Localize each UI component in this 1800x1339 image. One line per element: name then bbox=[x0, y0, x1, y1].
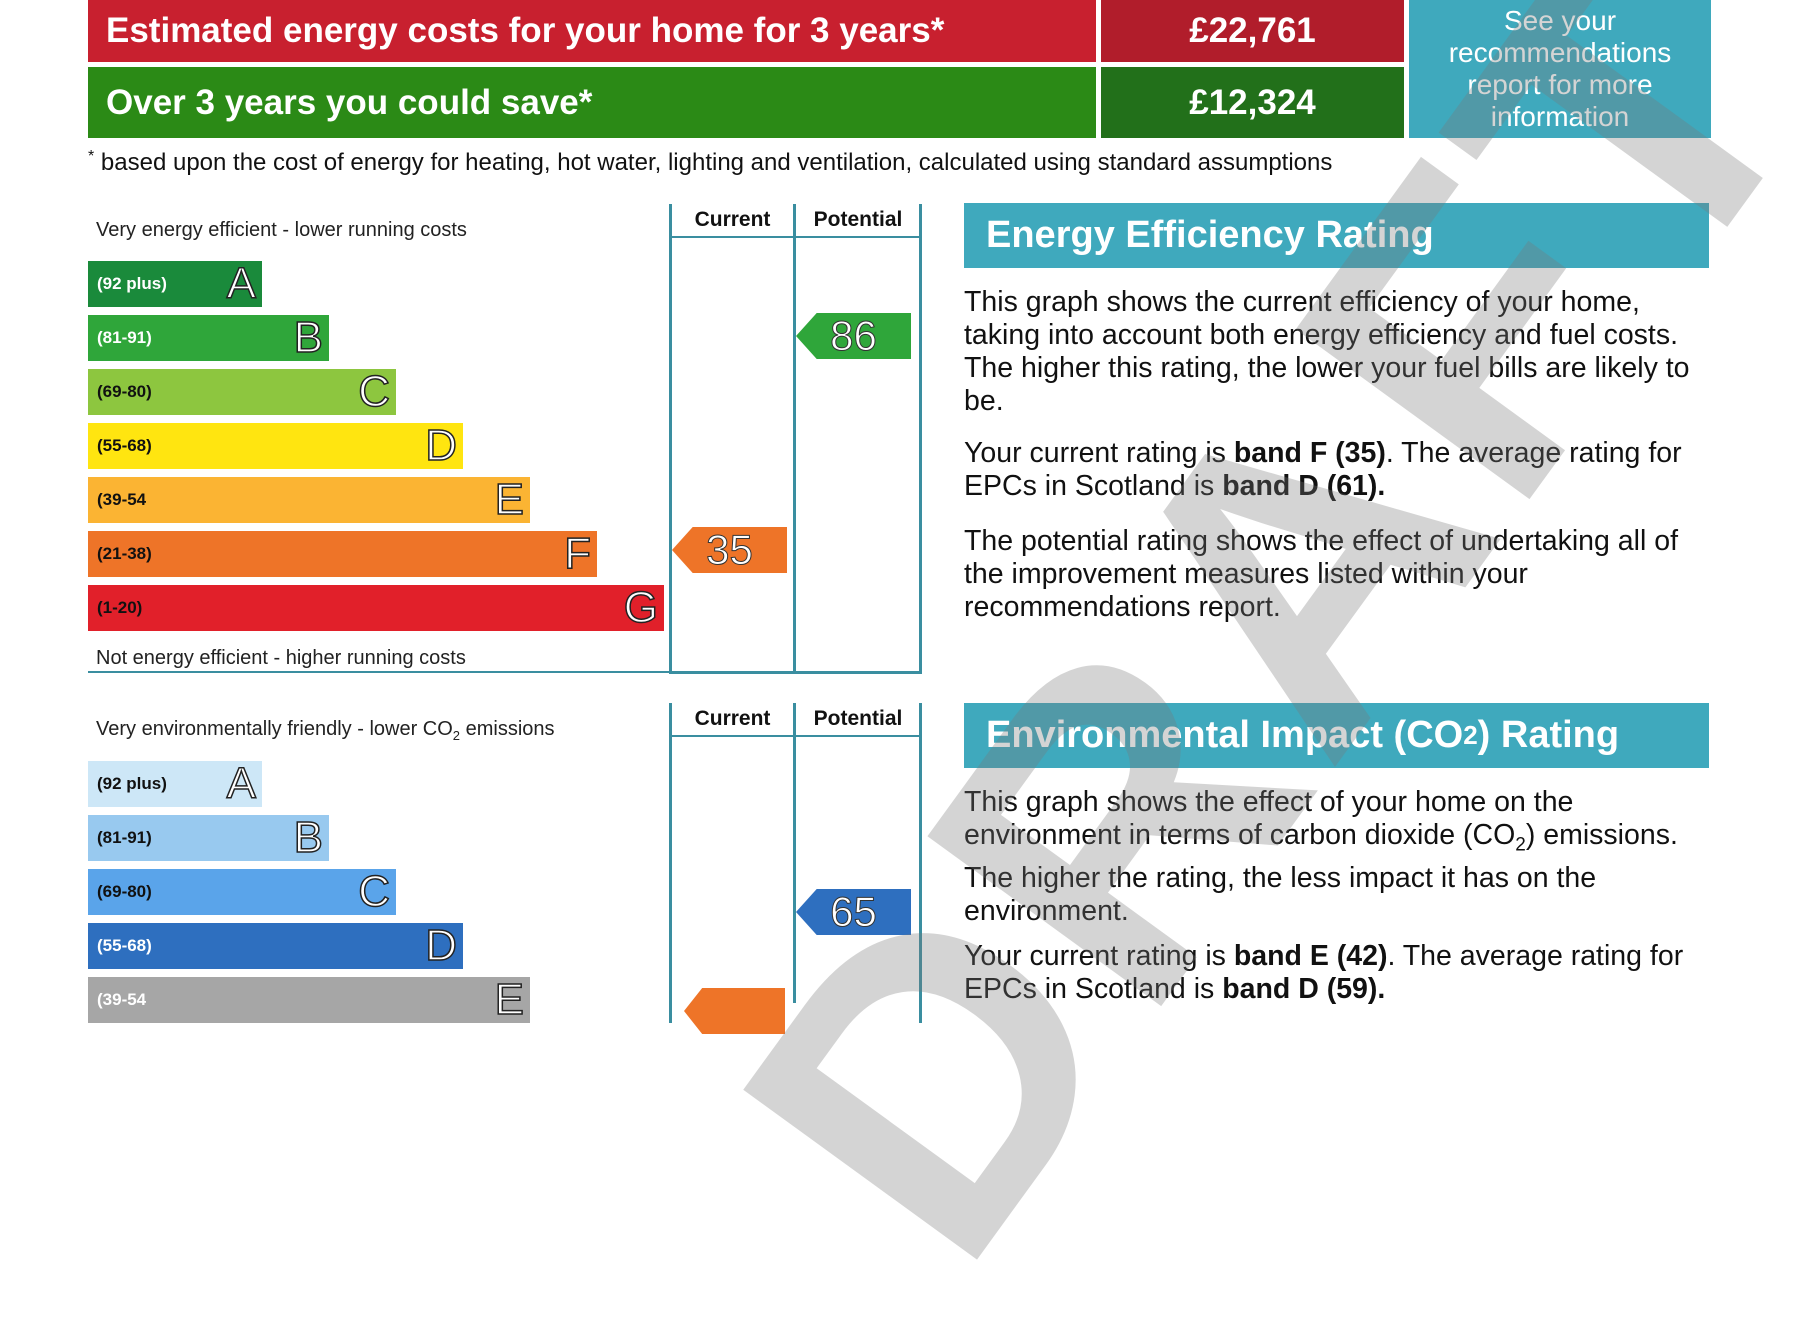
band-letter: E bbox=[494, 975, 525, 1024]
band-a: (92 plus) A bbox=[88, 259, 262, 308]
band-c: (69-80) C bbox=[88, 367, 396, 416]
band-g: (1-20) G bbox=[88, 583, 664, 632]
band-letter: B bbox=[293, 313, 324, 362]
band-range-label: (69-80) bbox=[97, 382, 152, 401]
energy-potential-rating-arrow: 86 bbox=[796, 313, 911, 359]
band-e: (39-54 E bbox=[88, 975, 530, 1024]
band-letter: C bbox=[357, 367, 390, 416]
band-letter: A bbox=[226, 259, 257, 308]
env-chart-top-label: Very environmentally friendly - lower CO… bbox=[96, 718, 555, 743]
energy-rating-columns bbox=[669, 204, 922, 674]
band-letter: D bbox=[424, 921, 457, 970]
energy-efficiency-title: Energy Efficiency Rating bbox=[964, 203, 1709, 268]
band-letter: C bbox=[357, 867, 390, 916]
band-range-label: (55-68) bbox=[97, 436, 152, 455]
band-letter: E bbox=[494, 475, 525, 524]
env-column-divider bbox=[793, 703, 796, 1003]
savings-value: £12,324 bbox=[1101, 67, 1404, 138]
band-d: (55-68) D bbox=[88, 421, 463, 470]
band-letter: G bbox=[623, 583, 659, 632]
band-range-label: (81-91) bbox=[97, 828, 152, 847]
env-potential-header: Potential bbox=[813, 707, 903, 730]
band-letter: D bbox=[424, 421, 457, 470]
energy-chart-top-label: Very energy efficient - lower running co… bbox=[96, 219, 467, 241]
env-header-rule bbox=[669, 735, 922, 737]
eir-paragraph-2: Your current rating is band E (42). The … bbox=[964, 940, 1684, 1005]
band-b: (81-91) B bbox=[88, 813, 329, 862]
env-current-rating-arrow bbox=[684, 988, 785, 1034]
energy-chart-bottom-label: Not energy efficient - higher running co… bbox=[96, 647, 466, 669]
eer-paragraph-1: This graph shows the current efficiency … bbox=[964, 286, 1690, 417]
eer-paragraph-2: Your current rating is band F (35). The … bbox=[964, 437, 1682, 502]
band-d: (55-68) D bbox=[88, 921, 463, 970]
band-c: (69-80) C bbox=[88, 867, 396, 916]
recommendations-info-box[interactable]: See your recommendations report for more… bbox=[1409, 0, 1711, 138]
energy-current-header: Current bbox=[694, 208, 771, 231]
energy-current-rating-arrow: 35 bbox=[672, 527, 787, 573]
env-rating-columns bbox=[669, 703, 922, 1023]
energy-header-rule bbox=[669, 236, 922, 238]
band-range-label: (92 plus) bbox=[97, 274, 167, 293]
env-potential-rating-arrow: 65 bbox=[796, 889, 911, 935]
eir-paragraph-1: This graph shows the effect of your home… bbox=[964, 786, 1678, 927]
savings-label: Over 3 years you could save* bbox=[88, 67, 1096, 138]
energy-potential-header: Potential bbox=[813, 208, 903, 231]
energy-column-divider bbox=[793, 204, 796, 672]
band-range-label: (39-54 bbox=[97, 490, 147, 509]
band-range-label: (69-80) bbox=[97, 882, 152, 901]
band-b: (81-91) B bbox=[88, 313, 329, 362]
estimated-costs-value: £22,761 bbox=[1101, 0, 1404, 62]
band-range-label: (81-91) bbox=[97, 328, 152, 347]
band-letter: A bbox=[226, 759, 257, 808]
band-letter: F bbox=[563, 529, 591, 578]
band-range-label: (55-68) bbox=[97, 936, 152, 955]
eer-paragraph-3: The potential rating shows the effect of… bbox=[964, 525, 1679, 623]
band-range-label: (21-38) bbox=[97, 544, 152, 563]
band-a: (92 plus) A bbox=[88, 759, 262, 808]
energy-chart-baseline bbox=[88, 671, 672, 673]
environmental-impact-title: Environmental Impact (CO 2) Rating bbox=[964, 703, 1709, 768]
band-f: (21-38) F bbox=[88, 529, 597, 578]
band-e: (39-54 E bbox=[88, 475, 530, 524]
footnote: * based upon the cost of energy for heat… bbox=[88, 148, 1333, 176]
estimated-costs-label: Estimated energy costs for your home for… bbox=[88, 0, 1096, 62]
band-letter: B bbox=[293, 813, 324, 862]
env-current-header: Current bbox=[694, 707, 771, 730]
band-range-label: (92 plus) bbox=[97, 774, 167, 793]
band-range-label: (1-20) bbox=[97, 598, 143, 617]
band-range-label: (39-54 bbox=[97, 990, 147, 1009]
